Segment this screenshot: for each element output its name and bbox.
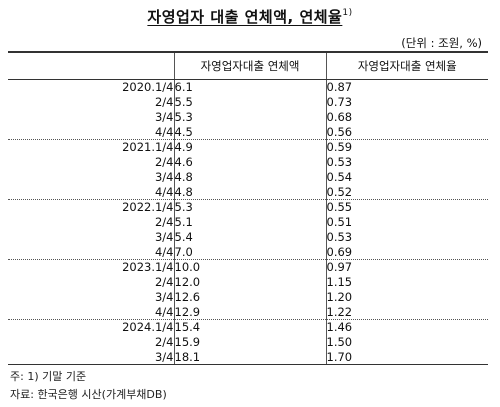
period-cell: 4/4 — [154, 184, 174, 199]
table-row: 4/4 12.9 1.22 — [8, 304, 488, 320]
document-title: 자영업자 대출 연체액, 연체율1) — [0, 6, 500, 27]
amount-cell: 6.1 — [173, 79, 326, 95]
footnote-basis: 주: 1) 기말 기준 — [10, 370, 87, 383]
period-cell: 3/4 — [154, 110, 174, 124]
table-header-row: 자영업자대출 연체액 자영업자대출 연체율 — [8, 51, 488, 80]
amount-cell: 15.9 — [173, 334, 326, 350]
rate-cell: 1.50 — [325, 334, 488, 350]
period-cell: 2022.1/4 — [8, 199, 174, 215]
table-row: 2/4 4.6 0.53 — [8, 154, 488, 170]
unit-label: (단위 : 조원, %) — [401, 36, 482, 50]
rate-cell: 1.46 — [325, 319, 488, 335]
table-row: 2/4 5.1 0.51 — [8, 214, 488, 230]
period-cell: 2/4 — [154, 275, 174, 289]
rate-cell: 0.97 — [325, 259, 488, 275]
period-cell: 3/4 — [154, 170, 174, 184]
table-row: 4/4 4.8 0.52 — [8, 184, 488, 200]
period-cell: 2/4 — [154, 215, 174, 229]
table-row: 2022.1/4 5.3 0.55 — [8, 199, 488, 215]
period-cell: 2024.1/4 — [8, 319, 174, 335]
amount-cell: 5.5 — [173, 94, 326, 110]
footnote-source: 자료: 한국은행 시산(가계부채DB) — [10, 388, 167, 401]
amount-cell: 18.1 — [173, 349, 326, 365]
rate-cell: 0.54 — [325, 169, 488, 185]
table-row: 2024.1/4 15.4 1.46 — [8, 319, 488, 335]
title-footnote-marker: 1) — [342, 8, 353, 18]
rate-cell: 0.68 — [325, 109, 488, 125]
period-cell: 2/4 — [154, 155, 174, 169]
header-delinquent-amount: 자영업자대출 연체액 — [173, 51, 326, 80]
amount-cell: 10.0 — [173, 259, 326, 275]
period-cell: 2023.1/4 — [8, 259, 174, 275]
table-row: 2/4 15.9 1.50 — [8, 334, 488, 350]
rate-cell: 0.56 — [325, 124, 488, 140]
period-cell: 3/4 — [154, 290, 174, 304]
amount-cell: 5.3 — [173, 109, 326, 125]
amount-cell: 12.9 — [173, 304, 326, 320]
rate-cell: 0.52 — [325, 184, 488, 200]
header-delinquency-rate: 자영업자대출 연체율 — [325, 51, 488, 80]
header-period — [8, 51, 174, 80]
period-cell: 2021.1/4 — [8, 139, 174, 155]
rate-cell: 1.20 — [325, 289, 488, 305]
table-row: 4/4 7.0 0.69 — [8, 244, 488, 260]
amount-cell: 4.6 — [173, 154, 326, 170]
amount-cell: 5.4 — [173, 229, 326, 245]
period-cell: 4/4 — [154, 304, 174, 319]
period-cell: 2/4 — [154, 335, 174, 349]
rate-cell: 0.55 — [325, 199, 488, 215]
rate-cell: 0.59 — [325, 139, 488, 155]
period-cell: 2020.1/4 — [8, 79, 174, 95]
period-cell: 3/4 — [8, 349, 174, 365]
amount-cell: 5.1 — [173, 214, 326, 230]
rate-cell: 0.51 — [325, 214, 488, 230]
table-row: 3/4 18.1 1.70 — [8, 349, 488, 365]
rate-cell: 0.53 — [325, 229, 488, 245]
table-row: 2/4 12.0 1.15 — [8, 274, 488, 290]
amount-cell: 4.5 — [173, 124, 326, 140]
rate-cell: 0.53 — [325, 154, 488, 170]
amount-cell: 12.0 — [173, 274, 326, 290]
table-row: 3/4 5.4 0.53 — [8, 229, 488, 245]
period-cell: 4/4 — [154, 244, 174, 259]
table-row: 3/4 4.8 0.54 — [8, 169, 488, 185]
table-row: 2023.1/4 10.0 0.97 — [8, 259, 488, 275]
period-cell: 3/4 — [154, 230, 174, 244]
table-body: 2020.1/4 6.1 0.87 2/4 5.5 0.73 3/4 5.3 0.68 4/4 4.… — [8, 79, 488, 365]
rate-cell: 0.73 — [325, 94, 488, 110]
period-cell: 2/4 — [154, 95, 174, 109]
amount-cell: 5.3 — [173, 199, 326, 215]
rate-cell: 1.15 — [325, 274, 488, 290]
amount-cell: 4.8 — [173, 169, 326, 185]
amount-cell: 7.0 — [173, 244, 326, 260]
amount-cell: 4.8 — [173, 184, 326, 200]
rate-cell: 1.22 — [325, 304, 488, 320]
table-row: 3/4 12.6 1.20 — [8, 289, 488, 305]
rate-cell: 1.70 — [325, 349, 488, 365]
rate-cell: 0.87 — [325, 79, 488, 95]
title-text: 자영업자 대출 연체액, 연체율 — [147, 8, 343, 26]
table-row: 2021.1/4 4.9 0.59 — [8, 139, 488, 155]
amount-cell: 12.6 — [173, 289, 326, 305]
table-row: 4/4 4.5 0.56 — [8, 124, 488, 140]
amount-cell: 4.9 — [173, 139, 326, 155]
period-cell: 4/4 — [154, 124, 174, 139]
delinquency-table: 자영업자대출 연체액 자영업자대출 연체율 2020.1/4 6.1 0.87 2/4… — [8, 51, 488, 365]
table-row: 2/4 5.5 0.73 — [8, 94, 488, 110]
amount-cell: 15.4 — [173, 319, 326, 335]
table-row: 3/4 5.3 0.68 — [8, 109, 488, 125]
table-row: 2020.1/4 6.1 0.87 — [8, 79, 488, 95]
rate-cell: 0.69 — [325, 244, 488, 260]
